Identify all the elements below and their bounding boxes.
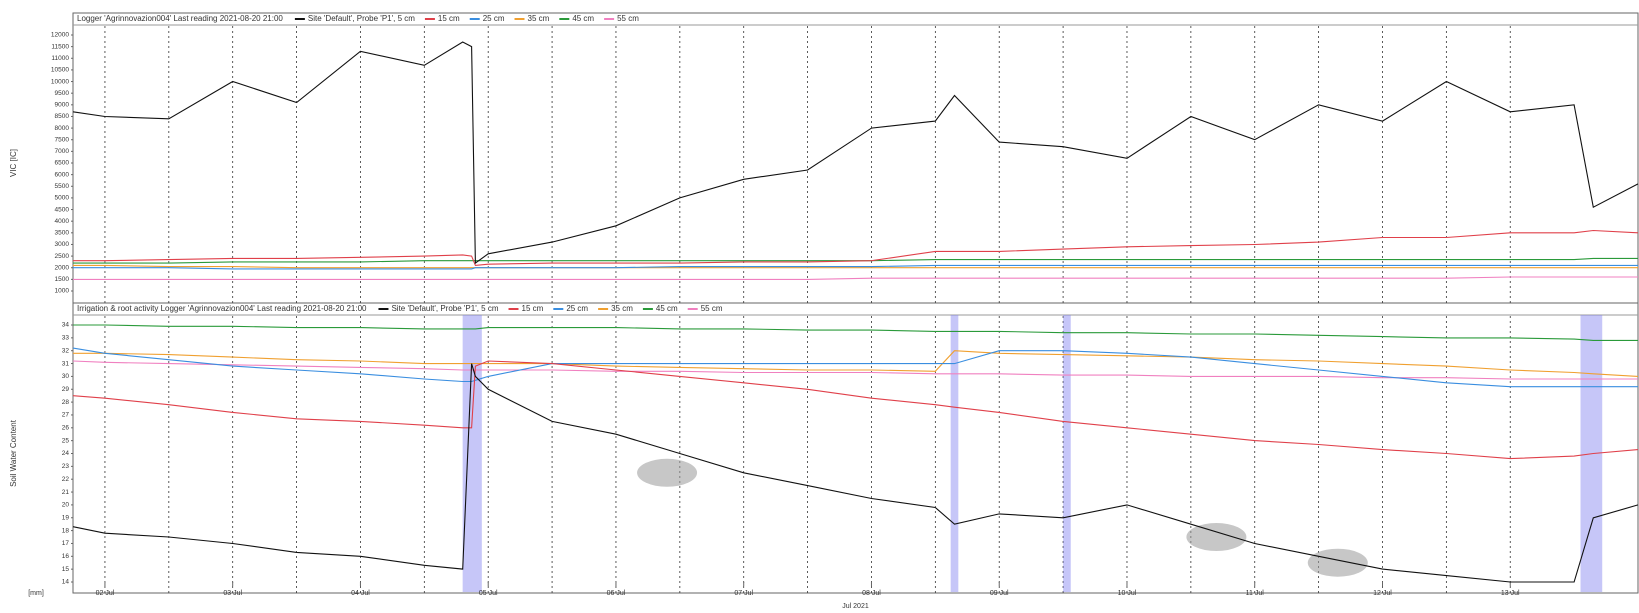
legend-label: 35 cm [611,304,633,313]
legend-label: 25 cm [566,304,588,313]
x-tick-label: 13 Jul [1501,590,1520,597]
y-tick-label: 3500 [55,230,70,237]
series-line [73,350,1639,377]
x-unit-label: [mm] [28,590,44,597]
irrigation-band [462,315,482,592]
x-tick-label: 05 Jul [479,590,498,597]
y-tick-label: 6000 [55,171,70,178]
y-tick-label: 23 [62,463,70,470]
x-tick-label: 11 Jul [1246,590,1265,597]
y-tick-label: 25 [62,437,70,444]
y-tick-label: 9500 [55,90,70,97]
y-tick-label: 22 [62,476,70,483]
series-line [72,360,1638,380]
y-tick-label: 4000 [55,218,70,225]
x-axis-label: Jul 2021 [842,603,869,610]
root-activity [637,458,698,487]
y-tick-label: 19 [62,514,70,521]
x-tick-label: 04 Jul [351,590,370,597]
x-tick-label: 09 Jul [990,590,1009,597]
x-tick-label: 02 Jul [96,590,115,597]
y-tick-label: 2500 [55,253,70,260]
y-tick-label: 28 [62,399,70,406]
y-tick-label: 26 [62,425,70,432]
y-tick-label: 1000 [55,288,70,295]
y-tick-label: 11000 [51,55,69,62]
y-tick-label: 10500 [51,67,69,74]
y-tick-label: 18 [62,527,70,534]
y-tick-label: 33 [62,335,70,342]
y-tick-label: 34 [62,322,70,329]
bottom-panel-frame [72,302,1639,594]
legend-label: 55 cm [617,14,639,23]
series-line [73,264,1638,269]
series-line [72,41,1639,265]
y-tick-label: 32 [62,347,70,354]
y-tick-label: 7500 [55,136,70,143]
y-tick-label: 5500 [55,183,70,190]
x-tick-label: 07 Jul [734,590,753,597]
x-tick-label: 12 Jul [1373,590,1392,597]
y-tick-label: 5000 [55,195,70,202]
y-tick-label: 8000 [55,125,70,132]
series-line [73,229,1639,266]
series-line [73,257,1638,264]
y-axis-label: Soil Water Content [9,419,18,487]
y-tick-label: 21 [62,489,70,496]
legend-label: 55 cm [701,304,723,313]
y-tick-label: 10000 [51,78,69,85]
legend-label: Site 'Default', Probe 'P1', 5 cm [308,14,415,23]
series-line [73,264,1638,270]
x-tick-label: 08 Jul [862,590,881,597]
y-tick-label: 1500 [55,276,70,283]
y-tick-label: 30 [62,373,70,380]
y-tick-label: 29 [62,386,70,393]
y-tick-label: 11500 [51,43,69,50]
panel-title: Irrigation & root activity Logger 'Agrin… [77,304,367,313]
series-line [73,324,1638,341]
y-tick-label: 8500 [55,113,70,120]
series-line [72,360,1639,460]
panel-title: Logger 'Agrinnovazion004' Last reading 2… [77,14,283,23]
y-tick-label: 2000 [55,264,70,271]
series-line [72,363,1639,583]
y-tick-label: 3000 [55,241,70,248]
y-tick-label: 7000 [55,148,70,155]
y-tick-label: 14 [62,579,70,586]
y-tick-label: 15 [62,566,70,573]
y-tick-label: 9000 [55,102,70,109]
y-tick-label: 31 [62,360,70,367]
x-tick-label: 06 Jul [607,590,626,597]
legend-label: 35 cm [528,14,550,23]
y-tick-label: 6500 [55,160,70,167]
x-tick-label: 10 Jul [1118,590,1137,597]
y-tick-label: 24 [62,450,70,457]
y-tick-label: 12000 [51,32,69,39]
series-line [72,347,1638,388]
legend-label: 15 cm [522,304,544,313]
y-tick-label: 27 [62,412,70,419]
y-tick-label: 16 [62,553,70,560]
legend-label: 45 cm [656,304,678,313]
x-tick-label: 03 Jul [223,590,242,597]
root-activity [1186,523,1247,552]
irrigation-band [1063,315,1071,592]
legend-label: 15 cm [438,14,460,23]
legend-label: 45 cm [572,14,594,23]
y-tick-label: 20 [62,502,70,509]
y-tick-label: 4500 [55,206,70,213]
legend-label: 25 cm [483,14,505,23]
legend-label: Site 'Default', Probe 'P1', 5 cm [391,304,498,313]
irrigation-band [950,315,959,592]
series-line [73,276,1638,280]
y-axis-label: VIC [IC] [9,149,18,177]
root-activity [1307,548,1368,577]
y-tick-label: 17 [62,540,70,547]
